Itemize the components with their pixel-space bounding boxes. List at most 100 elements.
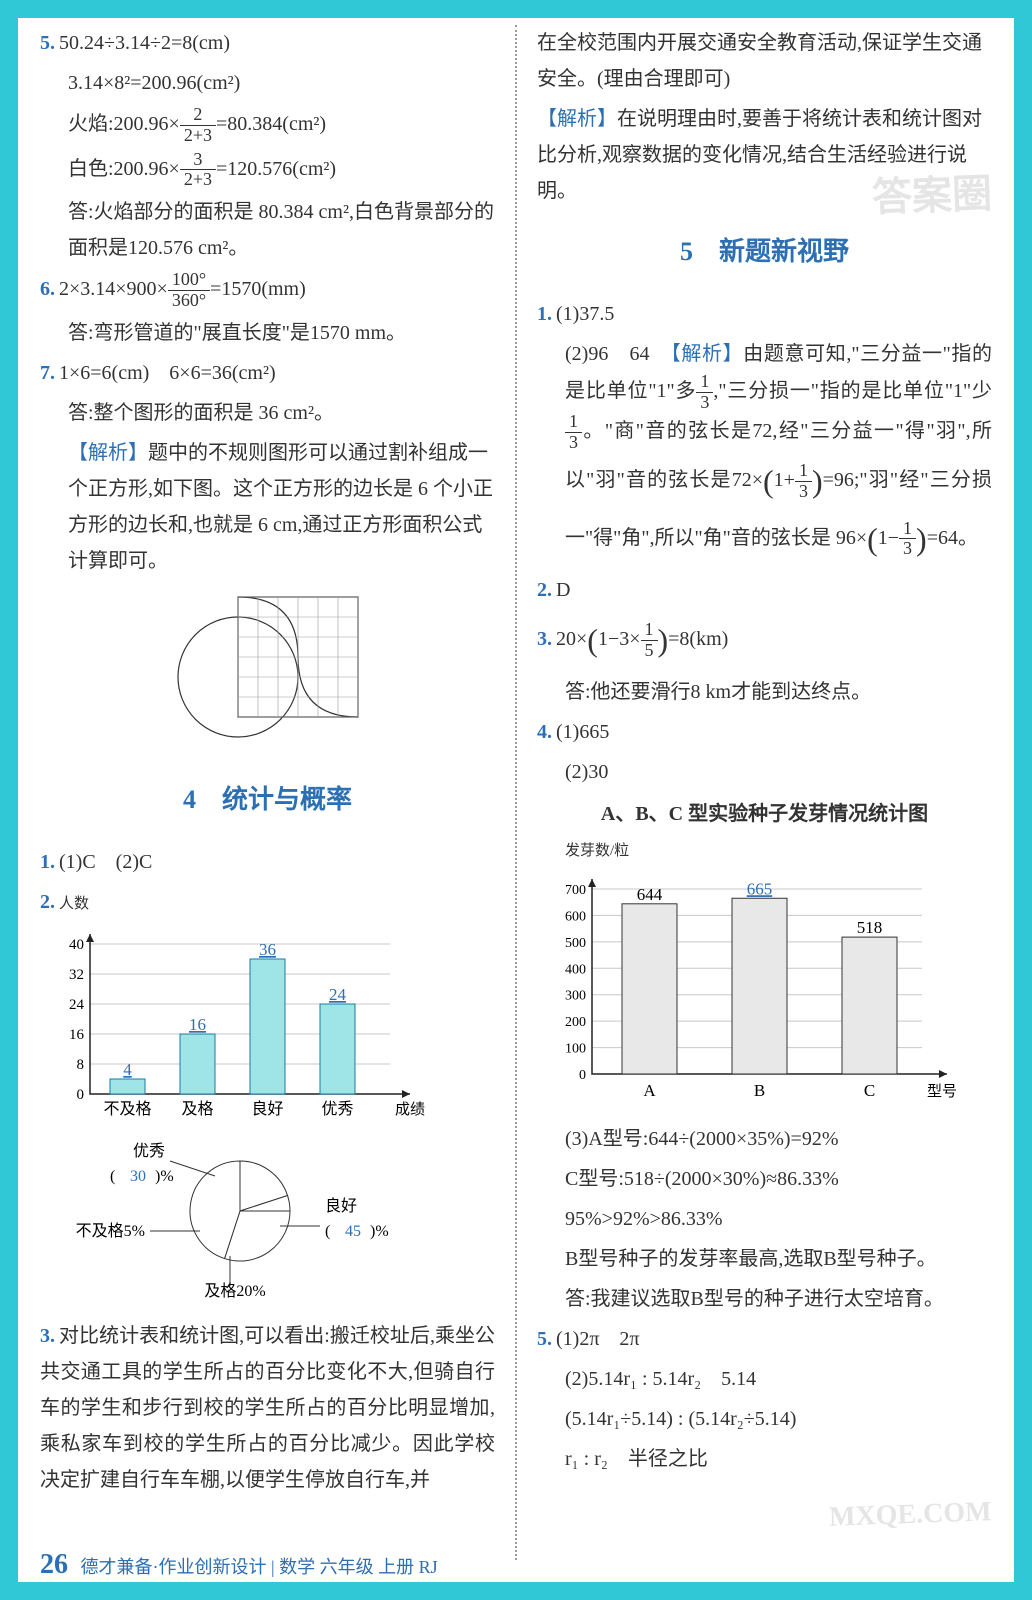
svg-text:36: 36 — [259, 940, 276, 959]
rf3: 13 — [795, 461, 812, 502]
rq3f: 15 — [641, 620, 658, 661]
q7-l2: 答:整个图形的面积是 36 cm²。 — [40, 395, 495, 431]
svg-text:600: 600 — [565, 909, 586, 924]
svg-text:(: ( — [325, 1223, 330, 1240]
svg-text:良好: 良好 — [325, 1197, 357, 1215]
rq4-l2: (2)30 — [537, 754, 992, 790]
svg-text:成绩: 成绩 — [395, 1101, 425, 1118]
q5-num: 5. — [40, 32, 55, 54]
svg-text:B: B — [754, 1081, 765, 1100]
rq5-l1: (1)2π 2π — [556, 1328, 640, 1350]
rq1-l2: (2)96 64 【解析】由题意可知,"三分益一"指的是比单位"1"多13,"三… — [537, 336, 992, 568]
rq5-num: 5. — [537, 1328, 552, 1350]
q6-l1b: =1570(mm) — [210, 278, 306, 300]
svg-text:及格: 及格 — [181, 1100, 213, 1118]
rq5-l4: r₁ : r₂ 半径之比 — [537, 1441, 992, 1477]
rq3-l1b: =8(km) — [668, 628, 728, 650]
svg-text:100: 100 — [565, 1041, 586, 1056]
q5-l5: 答:火焰部分的面积是 80.384 cm²,白色背景部分的面积是120.576 … — [40, 194, 495, 266]
rq5-l3: (5.14r₁÷5.14) : (5.14r₂÷5.14) — [537, 1401, 992, 1437]
rq4-l5: 95%>92%>86.33% — [537, 1201, 992, 1237]
page-footer: 26 德才兼备·作业创新设计 | 数学 六年级 上册 RJ — [40, 1540, 438, 1590]
lbrack-icon: ( — [867, 521, 878, 557]
q5-l4a: 白色:200.96× — [68, 157, 180, 179]
bar-chart-2: 0100200300400500600700644A665B518C型号 — [537, 869, 967, 1109]
svg-text:良好: 良好 — [251, 1100, 283, 1118]
svg-text:32: 32 — [69, 967, 84, 983]
rf4: 13 — [899, 519, 916, 560]
q6-num: 6. — [40, 278, 55, 300]
page-content: 5.50.24÷3.14÷2=8(cm) 3.14×8²=200.96(cm²)… — [40, 25, 992, 1560]
svg-text:及格20%: 及格20% — [204, 1282, 265, 1300]
q5-l4: 白色:200.96×32+3=120.576(cm²) — [40, 150, 495, 191]
svg-text:16: 16 — [189, 1015, 206, 1034]
svg-text:型号: 型号 — [927, 1083, 957, 1100]
rf4c: 1− — [878, 527, 899, 549]
svg-text:A: A — [643, 1081, 656, 1100]
svg-text:4: 4 — [123, 1060, 132, 1079]
q5-l3b: =80.384(cm²) — [216, 113, 326, 135]
analysis-label: 【解析】 — [537, 108, 617, 130]
left-column: 5.50.24÷3.14÷2=8(cm) 3.14×8²=200.96(cm²)… — [40, 25, 495, 1560]
svg-text:8: 8 — [77, 1057, 85, 1073]
watermark-2: MXQE.COM — [829, 1487, 993, 1543]
s4q1-num: 1. — [40, 851, 55, 873]
q6-l2: 答:弯形管道的"展直长度"是1570 mm。 — [40, 315, 495, 351]
bar-chart-1: 08162432404不及格16及格36良好24优秀成绩 — [40, 924, 440, 1124]
rq1-l2f: =64。 — [927, 527, 978, 549]
r-cont: 在全校范围内开展交通安全教育活动,保证学生交通安全。(理由合理即可) — [537, 25, 992, 97]
q6-frac: 100°360° — [168, 270, 210, 311]
lbrack-icon: ( — [587, 622, 598, 658]
q5-l3a: 火焰:200.96× — [68, 113, 180, 135]
rq5-l2: (2)5.14r₁ : 5.14r₂ 5.14 — [537, 1361, 992, 1397]
bar2-ylabel: 发芽数/粒 — [537, 838, 992, 865]
lbrack-icon: ( — [763, 463, 774, 499]
rq1-num: 1. — [537, 303, 552, 325]
rq4-l7: 答:我建议选取B型号的种子进行太空培育。 — [537, 1281, 992, 1317]
s4q3-text: 对比统计表和统计图,可以看出:搬迁校址后,乘坐公共交通工具的学生所占的百分比变化… — [40, 1325, 495, 1491]
svg-text:30: 30 — [130, 1168, 146, 1185]
s4q2-num: 2. — [40, 891, 55, 913]
svg-text:优秀: 优秀 — [321, 1100, 353, 1118]
rq4-l3: (3)A型号:644÷(2000×35%)=92% — [537, 1121, 992, 1157]
q5-l2: 3.14×8²=200.96(cm²) — [40, 65, 495, 101]
section-5-title: 5 新题新视野 — [537, 229, 992, 276]
q5-l4b: =120.576(cm²) — [216, 157, 336, 179]
svg-text:24: 24 — [69, 997, 85, 1013]
svg-text:不及格5%: 不及格5% — [76, 1222, 145, 1240]
svg-text:(: ( — [110, 1168, 115, 1185]
rq2-text: D — [556, 579, 570, 601]
svg-text:)%: )% — [155, 1168, 174, 1185]
analysis-label: 【解析】 — [671, 343, 743, 365]
rq2-num: 2. — [537, 579, 552, 601]
svg-text:644: 644 — [637, 885, 663, 904]
svg-text:不及格: 不及格 — [103, 1100, 151, 1118]
rq4-num: 4. — [537, 721, 552, 743]
svg-text:400: 400 — [565, 962, 586, 977]
bar2-title: A、B、C 型实验种子发芽情况统计图 — [537, 796, 992, 832]
rq4-l6: B型号种子的发芽率最高,选取B型号种子。 — [537, 1241, 992, 1277]
column-divider — [515, 25, 517, 1560]
pie-chart: 优秀( 30 )%良好( 45 )%不及格5%及格20% — [40, 1136, 440, 1306]
right-column: 在全校范围内开展交通安全教育活动,保证学生交通安全。(理由合理即可) 【解析】在… — [537, 25, 992, 1560]
rf2: 13 — [565, 412, 582, 453]
q7-l1: 1×6=6(cm) 6×6=36(cm²) — [59, 362, 276, 384]
svg-text:16: 16 — [69, 1027, 85, 1043]
svg-text:200: 200 — [565, 1015, 586, 1030]
svg-text:518: 518 — [857, 918, 883, 937]
q5-l3: 火焰:200.96×22+3=80.384(cm²) — [40, 105, 495, 146]
rq4-l1: (1)665 — [556, 721, 609, 743]
footer-text: 德才兼备·作业创新设计 | 数学 六年级 上册 RJ — [81, 1557, 438, 1577]
rq3-num: 3. — [537, 628, 552, 650]
rq3-fc: 1−3× — [598, 628, 641, 650]
rq3-l2: 答:他还要滑行8 km才能到达终点。 — [537, 674, 992, 710]
watermark-1: 答案圈 — [871, 158, 993, 234]
bar1-ylabel: 人数 — [59, 896, 89, 912]
rbrack-icon: ) — [812, 463, 823, 499]
rbrack-icon: ) — [658, 622, 669, 658]
q5-l1: 50.24÷3.14÷2=8(cm) — [59, 32, 230, 54]
svg-text:)%: )% — [370, 1223, 389, 1240]
svg-text:24: 24 — [329, 985, 347, 1004]
svg-text:700: 700 — [565, 883, 586, 898]
rbrack-icon: ) — [916, 521, 927, 557]
